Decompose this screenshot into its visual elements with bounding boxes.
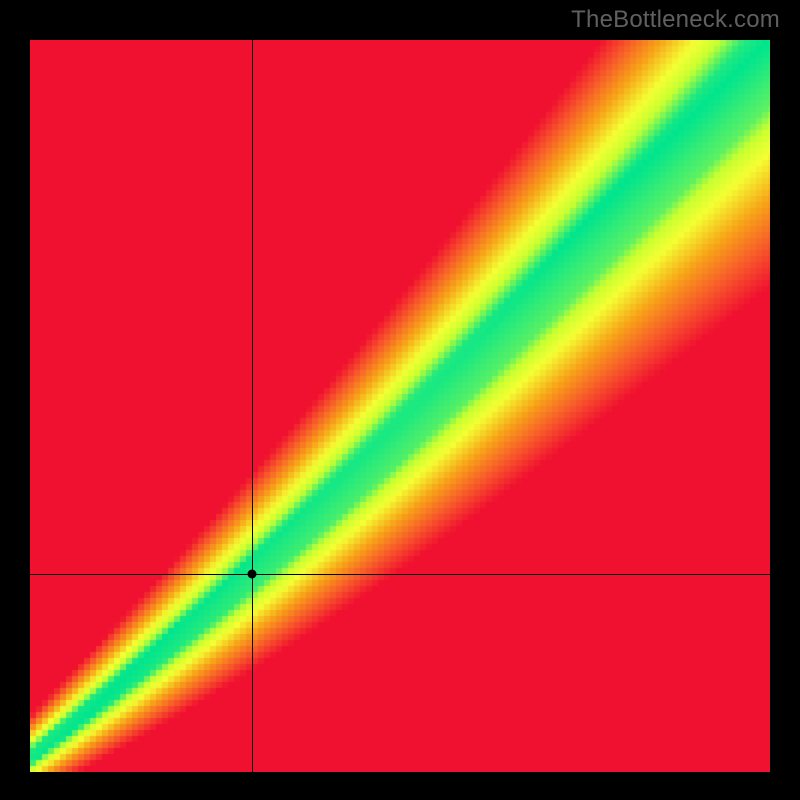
crosshair-horizontal [30, 574, 770, 575]
heatmap-canvas [30, 40, 770, 772]
watermark-text: TheBottleneck.com [571, 6, 780, 34]
crosshair-vertical [252, 40, 253, 772]
heatmap-plot-area [30, 40, 770, 772]
crosshair-marker [248, 570, 257, 579]
chart-frame: TheBottleneck.com [0, 0, 800, 800]
